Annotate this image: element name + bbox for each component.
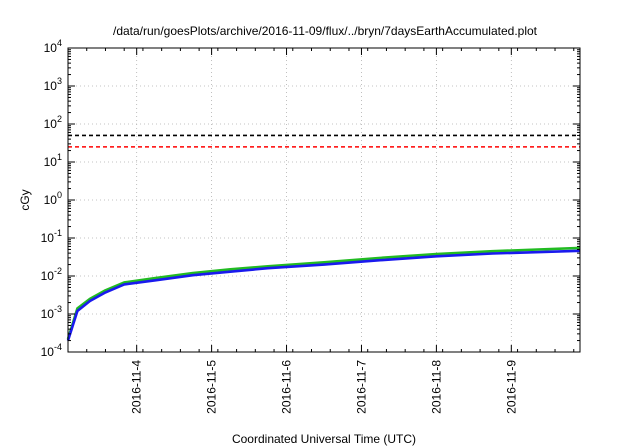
y-tick-label: 10-1 <box>41 228 62 245</box>
y-tick-base: 10 <box>41 269 55 283</box>
y-tick-base: 10 <box>44 41 58 55</box>
x-tick-label: 2016-11-9 <box>504 360 518 414</box>
y-tick-exponent: -3 <box>54 304 62 314</box>
x-tick-label: 2016-11-5 <box>205 360 219 414</box>
x-tick-label: 2016-11-7 <box>354 360 368 414</box>
y-axis-label: cGy <box>18 189 32 210</box>
y-tick-base: 10 <box>44 155 58 169</box>
x-tick-label: 2016-11-4 <box>130 360 144 414</box>
series-line <box>66 249 581 341</box>
y-tick-label: 103 <box>44 76 62 93</box>
y-tick-base: 10 <box>41 231 55 245</box>
y-tick-base: 10 <box>44 117 58 131</box>
y-tick-label: 102 <box>44 114 62 131</box>
y-tick-base: 10 <box>41 307 55 321</box>
data-series <box>66 246 581 341</box>
x-tick-label: 2016-11-6 <box>280 360 294 414</box>
y-tick-base: 10 <box>44 79 58 93</box>
grid-lines <box>68 48 580 352</box>
y-tick-exponent: 2 <box>57 114 62 124</box>
y-tick-exponent: -1 <box>54 228 62 238</box>
reference-lines <box>68 134 580 148</box>
y-tick-label: 101 <box>44 152 62 169</box>
series-line <box>66 246 581 340</box>
y-tick-exponent: 4 <box>57 38 62 48</box>
y-tick-label: 104 <box>44 38 62 55</box>
x-axis-ticks: 2016-11-4 2016-11-5 2016-11-6 2016-11-7 2016… <box>67 48 575 414</box>
y-tick-label: 10-2 <box>41 266 62 283</box>
y-tick-exponent: 1 <box>57 152 62 162</box>
y-tick-base: 10 <box>41 345 55 359</box>
y-tick-label: 10-3 <box>41 304 62 321</box>
y-tick-label: 10-4 <box>41 342 62 359</box>
y-tick-label: 100 <box>44 190 62 207</box>
y-tick-exponent: -4 <box>54 342 62 352</box>
y-tick-base: 10 <box>44 193 58 207</box>
y-tick-exponent: 3 <box>57 76 62 86</box>
x-axis-label: Coordinated Universal Time (UTC) <box>232 432 416 446</box>
chart-title: /data/run/goesPlots/archive/2016-11-09/f… <box>113 24 538 38</box>
x-tick-label: 2016-11-8 <box>429 360 443 414</box>
y-tick-exponent: -2 <box>54 266 62 276</box>
y-tick-exponent: 0 <box>57 190 62 200</box>
